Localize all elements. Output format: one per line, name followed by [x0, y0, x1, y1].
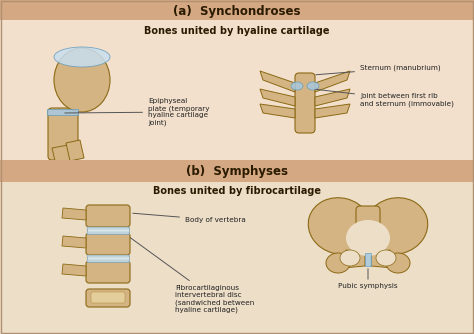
Polygon shape: [315, 89, 350, 106]
Polygon shape: [260, 104, 295, 118]
Bar: [0, 0, 474, 20]
Ellipse shape: [386, 253, 410, 273]
Text: Pubic symphysis: Pubic symphysis: [338, 283, 398, 289]
Bar: [365, 253, 371, 266]
FancyBboxPatch shape: [86, 205, 130, 227]
Ellipse shape: [340, 250, 360, 266]
Polygon shape: [260, 89, 295, 106]
Ellipse shape: [307, 82, 319, 90]
FancyBboxPatch shape: [86, 261, 130, 283]
FancyBboxPatch shape: [356, 206, 380, 236]
Ellipse shape: [54, 47, 110, 67]
Text: Body of vertebra: Body of vertebra: [133, 213, 246, 223]
Text: Sternum (manubrium): Sternum (manubrium): [316, 65, 441, 75]
Ellipse shape: [54, 48, 110, 112]
Bar: [87, 260, 129, 262]
Bar: [0, 163, 474, 334]
Text: Bones united by hyaline cartilage: Bones united by hyaline cartilage: [144, 26, 330, 36]
Ellipse shape: [308, 198, 372, 254]
FancyBboxPatch shape: [48, 108, 78, 160]
Bar: [87, 227, 129, 234]
Bar: [87, 232, 129, 234]
Ellipse shape: [364, 198, 428, 254]
Polygon shape: [315, 104, 350, 118]
FancyBboxPatch shape: [91, 292, 125, 303]
Text: Joint between first rib
and sternum (immovable): Joint between first rib and sternum (imm…: [316, 89, 454, 107]
Polygon shape: [260, 71, 295, 92]
FancyBboxPatch shape: [86, 233, 130, 255]
Polygon shape: [52, 145, 72, 165]
Polygon shape: [343, 250, 365, 268]
Polygon shape: [315, 71, 350, 92]
Bar: [47, 109, 78, 115]
Text: (a)  Synchondroses: (a) Synchondroses: [173, 4, 301, 17]
FancyBboxPatch shape: [86, 289, 130, 307]
Ellipse shape: [291, 82, 303, 90]
Text: Fibrocartilaginous
intervertebral disc
(sandwiched between
hyaline cartilage): Fibrocartilaginous intervertebral disc (…: [130, 237, 254, 313]
Bar: [87, 227, 129, 229]
Polygon shape: [62, 264, 86, 276]
Text: Bones united by fibrocartilage: Bones united by fibrocartilage: [153, 186, 321, 196]
Polygon shape: [62, 208, 86, 220]
Ellipse shape: [346, 220, 390, 256]
Polygon shape: [371, 250, 393, 268]
Polygon shape: [62, 236, 86, 248]
Ellipse shape: [376, 250, 396, 266]
Bar: [87, 255, 129, 262]
FancyBboxPatch shape: [295, 73, 315, 133]
Bar: [87, 255, 129, 257]
Text: Epiphyseal
plate (temporary
hyaline cartilage
joint): Epiphyseal plate (temporary hyaline cart…: [65, 98, 210, 126]
Bar: [0, 160, 474, 182]
Text: (b)  Symphyses: (b) Symphyses: [186, 165, 288, 177]
Polygon shape: [66, 140, 84, 161]
Ellipse shape: [326, 253, 350, 273]
